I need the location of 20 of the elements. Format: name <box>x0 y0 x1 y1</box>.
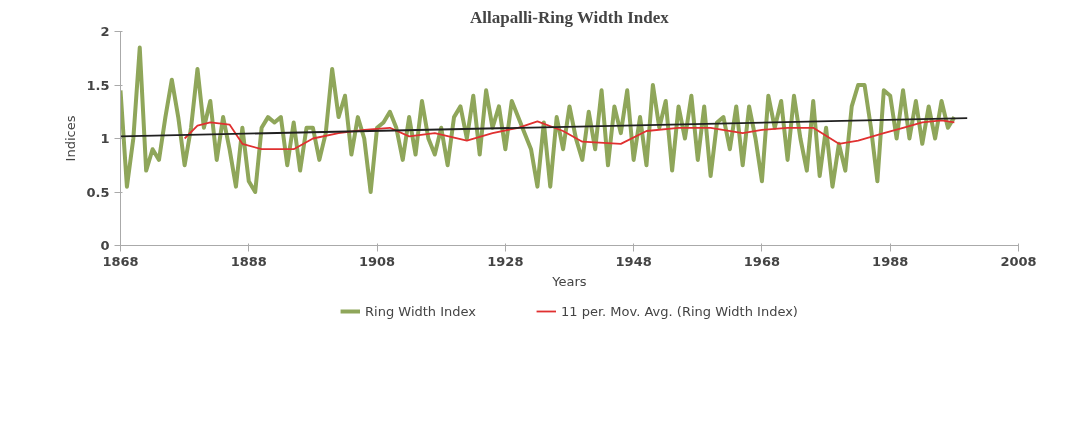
y-tick-label: 1.5 <box>86 77 110 93</box>
x-tick-label: 1948 <box>615 253 652 269</box>
legend-label: Ring Width Index <box>365 303 477 319</box>
y-tick-label: 0.5 <box>86 184 110 200</box>
y-axis-title: Indices <box>63 115 79 162</box>
x-tick-label: 1988 <box>872 253 909 269</box>
x-tick-label: 2008 <box>1000 253 1037 269</box>
line-series <box>183 119 956 151</box>
x-tick-label: 1968 <box>743 253 781 269</box>
y-tick-label: 2 <box>100 24 110 39</box>
x-axis-title: Years <box>551 273 587 289</box>
x-tick-label: 1928 <box>487 253 524 269</box>
line-series <box>120 45 957 194</box>
y-tick-label: 1 <box>100 131 110 146</box>
x-tick-label: 1888 <box>230 253 267 269</box>
x-tick-label: 1868 <box>102 253 139 269</box>
legend-label: 11 per. Mov. Avg. (Ring Width Index) <box>561 303 798 319</box>
chart-title: Allapalli-Ring Width Index <box>469 7 670 27</box>
x-tick-label: 1908 <box>358 253 396 269</box>
y-tick-label: 0 <box>100 238 110 253</box>
